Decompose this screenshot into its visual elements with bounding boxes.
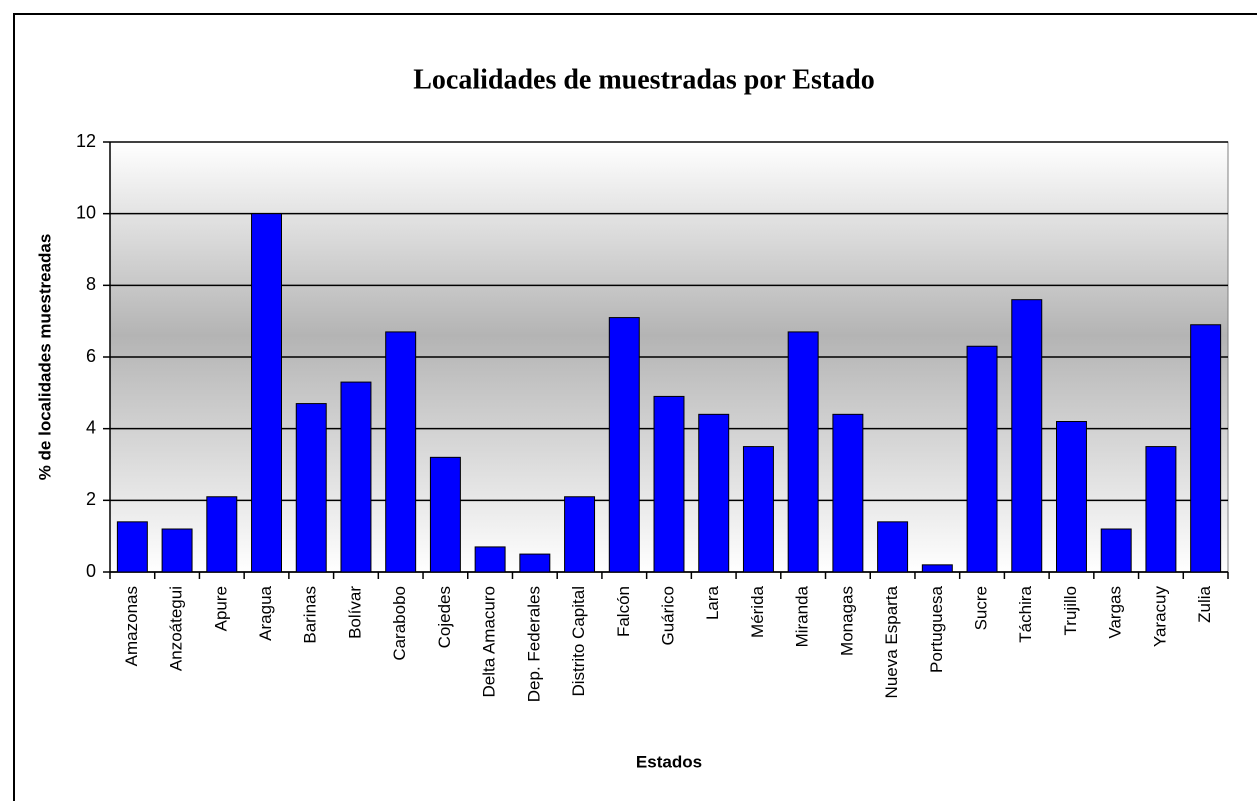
bar <box>429 456 461 573</box>
bar <box>295 403 327 573</box>
bar <box>698 413 730 573</box>
bar <box>877 521 909 573</box>
x-axis-label: Estados <box>636 752 702 771</box>
y-tick-label: 4 <box>86 417 96 437</box>
y-tick-label: 0 <box>86 561 96 581</box>
x-tick-label: Guárico <box>658 586 677 646</box>
bar <box>1011 299 1043 573</box>
x-tick-label: Táchira <box>1016 585 1035 642</box>
bar <box>385 331 417 573</box>
x-tick-label: Falcón <box>614 586 633 637</box>
bar <box>116 521 148 573</box>
bar <box>519 553 551 573</box>
y-tick-label: 12 <box>76 131 96 151</box>
bar <box>340 381 372 573</box>
chart-title: Localidades de muestradas por Estado <box>413 64 875 95</box>
x-tick-label: Cojedes <box>435 586 454 648</box>
x-tick-label: Barinas <box>301 586 320 644</box>
bar <box>653 395 685 573</box>
x-tick-label: Amazonas <box>122 586 141 666</box>
x-tick-label: Dep. Federales <box>524 586 543 702</box>
y-tick-label: 2 <box>86 489 96 509</box>
bar <box>206 496 238 573</box>
bar <box>1145 446 1177 573</box>
bar <box>251 213 283 573</box>
x-tick-label: Vargas <box>1106 586 1125 639</box>
x-tick-label: Monagas <box>837 586 856 656</box>
x-tick-label: Sucre <box>972 586 991 630</box>
y-tick-label: 10 <box>76 202 96 222</box>
bar <box>921 564 953 573</box>
x-tick-label: Bolívar <box>345 586 364 639</box>
x-tick-label: Apure <box>211 586 230 631</box>
x-tick-label: Mérida <box>748 585 767 638</box>
bar <box>832 413 864 573</box>
x-tick-label: Delta Amacuro <box>480 586 499 698</box>
bar <box>1190 324 1222 573</box>
y-tick-label: 6 <box>86 346 96 366</box>
x-tick-label: Yaracuy <box>1150 586 1169 648</box>
y-axis-label: % de localidades muestreadas <box>35 234 54 481</box>
bar <box>608 317 640 573</box>
bar <box>966 345 998 573</box>
x-tick-label: Distrito Capital <box>569 586 588 697</box>
bar <box>161 528 193 573</box>
x-tick-label: Nueva Esparta <box>882 585 901 698</box>
bar <box>742 446 774 573</box>
bar <box>1100 528 1132 573</box>
bar <box>1055 421 1087 573</box>
x-tick-label: Aragua <box>256 585 275 640</box>
x-tick-label: Miranda <box>793 585 812 647</box>
x-tick-label: Trujillo <box>1061 586 1080 635</box>
x-tick-label: Portuguesa <box>927 585 946 672</box>
bar <box>474 546 506 573</box>
y-tick-label: 8 <box>86 274 96 294</box>
bar <box>787 331 819 573</box>
x-tick-label: Carabobo <box>390 586 409 661</box>
x-tick-label: Zulia <box>1195 585 1214 622</box>
x-tick-label: Lara <box>703 585 722 620</box>
bar <box>564 496 596 573</box>
x-tick-label: Anzoátegui <box>167 586 186 671</box>
